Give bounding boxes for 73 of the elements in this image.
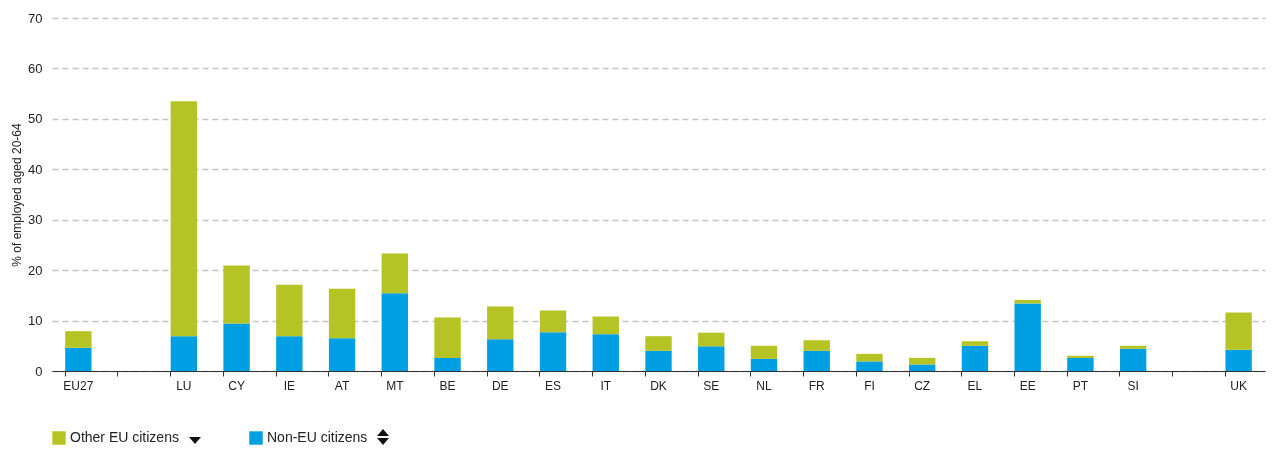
bar (539, 310, 567, 333)
bar (856, 361, 883, 371)
bar (803, 350, 830, 371)
y-tick-label: 60 (28, 60, 43, 76)
x-tick-label: SE (703, 378, 720, 393)
bar (961, 341, 989, 346)
bar (856, 353, 883, 362)
x-tick-label: BE (439, 378, 456, 393)
bar (487, 339, 514, 371)
y-tick-label: 20 (28, 262, 43, 278)
y-tick-label: 70 (28, 10, 43, 26)
y-tick-label: 0 (35, 363, 43, 379)
bar (65, 347, 92, 371)
x-tick-label: PT (1072, 378, 1089, 393)
bar (434, 317, 461, 358)
bar (328, 338, 356, 371)
legend-label: Other EU citizens (70, 429, 179, 445)
bar (961, 345, 989, 371)
x-tick-label: SI (1127, 378, 1139, 393)
bar (223, 265, 250, 324)
bar (170, 101, 198, 337)
x-tick-label: ES (545, 378, 562, 393)
bar (65, 331, 92, 348)
x-tick-label: FR (808, 378, 826, 393)
x-tick-label: LU (176, 378, 192, 393)
bar (1119, 348, 1147, 371)
bar (223, 323, 250, 371)
bar (1067, 357, 1094, 371)
bar (750, 345, 778, 359)
bar (170, 336, 198, 371)
bar (645, 336, 672, 351)
x-tick-label: MT (386, 378, 405, 393)
x-tick-label: EU27 (63, 378, 94, 393)
bar (381, 293, 408, 371)
bar (1067, 355, 1094, 358)
x-tick-label: DE (491, 378, 509, 393)
bar (750, 358, 778, 371)
x-tick-label: DK (650, 378, 667, 393)
bar (487, 306, 514, 340)
x-tick-label: EE (1019, 378, 1036, 393)
bar (1225, 312, 1252, 350)
bar (909, 364, 936, 371)
bar (698, 346, 725, 371)
bar (539, 332, 567, 371)
x-tick-label: IT (600, 378, 612, 393)
bar (1119, 345, 1147, 349)
x-tick-label: CZ (914, 378, 931, 393)
x-tick-label: AT (334, 378, 350, 393)
x-tick-label: CY (228, 378, 245, 393)
x-tick-label: UK (1230, 378, 1247, 393)
bar (1014, 303, 1041, 371)
bar (434, 357, 461, 371)
bar (276, 336, 303, 371)
legend-label: Non-EU citizens (267, 429, 368, 445)
bar (592, 316, 619, 335)
bar (381, 253, 408, 294)
x-tick-label: FI (864, 378, 875, 393)
bar (645, 350, 672, 371)
x-tick-label: EL (967, 378, 983, 393)
bar (1225, 349, 1252, 371)
bar (803, 340, 830, 351)
y-axis-title: % of employed aged 20-64 (10, 122, 25, 267)
bar (909, 357, 936, 365)
bar (698, 332, 725, 347)
x-tick-label: IE (283, 378, 295, 393)
bar (592, 334, 619, 371)
y-tick-label: 10 (28, 313, 43, 329)
y-tick-label: 40 (28, 161, 43, 177)
y-tick-label: 50 (28, 111, 43, 127)
x-tick-label: NL (756, 378, 772, 393)
y-tick-label: 30 (28, 212, 43, 228)
bar (276, 284, 303, 337)
bar (328, 288, 356, 339)
